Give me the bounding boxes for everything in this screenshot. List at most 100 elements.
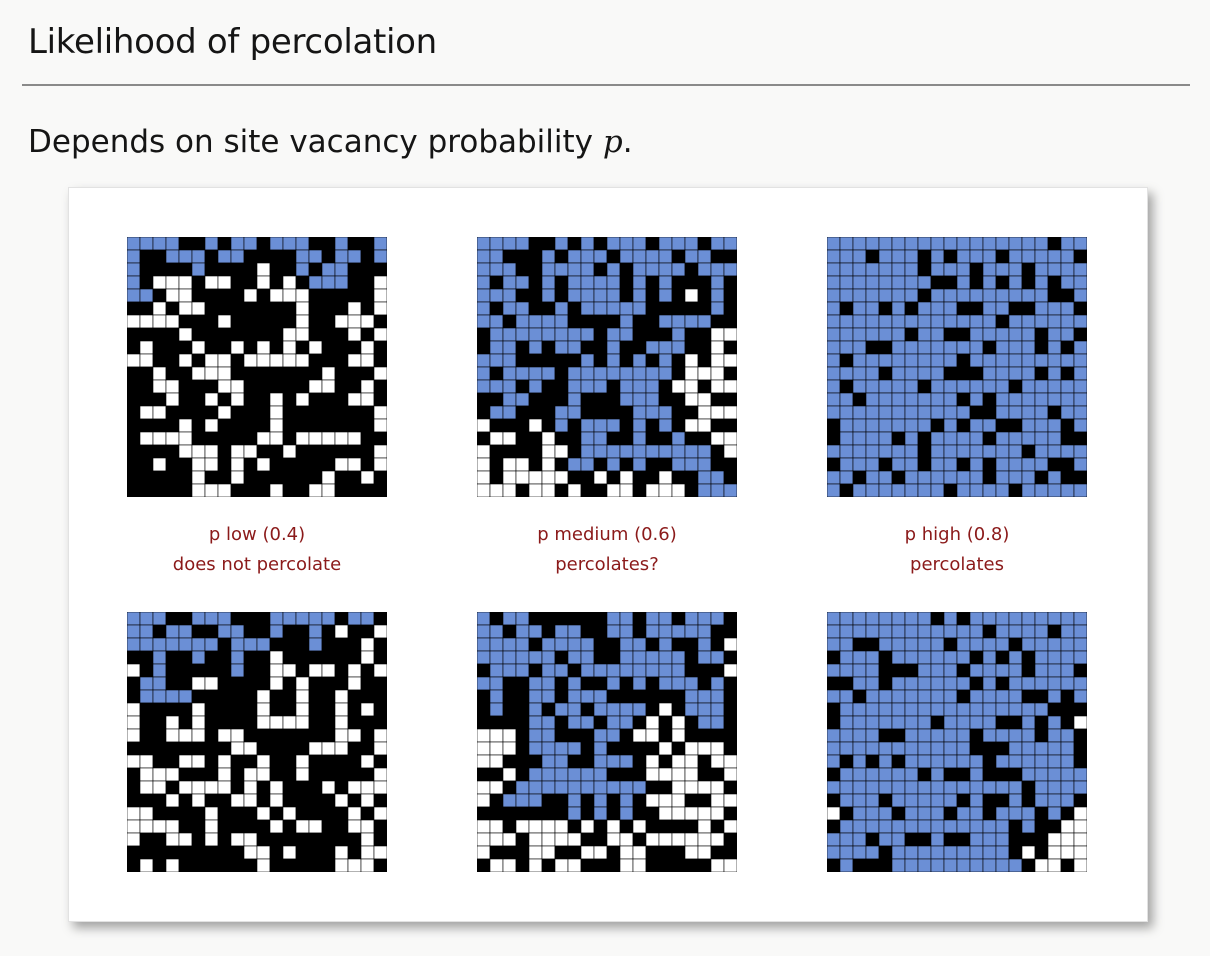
- site-cell-blocked: [904, 663, 919, 678]
- site-cell-full: [917, 637, 932, 652]
- site-cell-full: [930, 832, 945, 847]
- site-cell-blocked: [178, 806, 193, 821]
- site-cell-full: [839, 444, 854, 459]
- site-cell-full: [839, 340, 854, 355]
- site-cell-open: [334, 314, 349, 329]
- site-cell-blocked: [334, 340, 349, 355]
- site-cell-open: [710, 858, 725, 872]
- site-cell-blocked: [593, 340, 608, 355]
- site-cell-blocked: [152, 741, 167, 756]
- site-cell-full: [969, 663, 984, 678]
- site-cell-open: [217, 754, 232, 769]
- site-cell-full: [619, 624, 634, 639]
- site-cell-blocked: [230, 418, 245, 433]
- site-cell-open: [541, 470, 556, 485]
- site-cell-full: [827, 741, 841, 756]
- site-cell-blocked: [827, 767, 841, 782]
- site-cell-full: [891, 262, 906, 277]
- site-cell-blocked: [632, 340, 647, 355]
- site-cell-full: [839, 715, 854, 730]
- site-cell-full: [1021, 819, 1036, 834]
- site-cell-full: [1047, 767, 1062, 782]
- site-cell-blocked: [580, 314, 595, 329]
- site-cell-full: [619, 793, 634, 808]
- site-cell-full: [930, 353, 945, 368]
- site-cell-full: [567, 650, 582, 665]
- site-cell-blocked: [697, 858, 712, 872]
- site-cell-full: [852, 444, 867, 459]
- site-cell-full: [580, 650, 595, 665]
- site-cell-open: [230, 832, 245, 847]
- site-cell-blocked: [684, 275, 699, 290]
- site-cell-blocked: [684, 405, 699, 420]
- site-cell-full: [917, 806, 932, 821]
- site-cell-blocked: [321, 457, 336, 472]
- site-cell-blocked: [217, 650, 232, 665]
- site-cell-full: [995, 663, 1010, 678]
- site-cell-blocked: [515, 702, 530, 717]
- site-cell-blocked: [956, 612, 971, 626]
- site-cell-blocked: [917, 767, 932, 782]
- site-cell-blocked: [645, 288, 660, 303]
- site-cell-full: [541, 327, 556, 342]
- site-cell-open: [710, 780, 725, 795]
- site-cell-full: [982, 366, 997, 381]
- site-cell-blocked: [256, 392, 271, 407]
- site-cell-full: [619, 702, 634, 717]
- site-cell-full: [827, 288, 841, 303]
- site-cell-full: [645, 624, 660, 639]
- site-cell-blocked: [878, 728, 893, 743]
- site-cell-full: [852, 754, 867, 769]
- subtitle-text: Depends on site vacancy probability: [28, 124, 603, 160]
- site-cell-blocked: [723, 288, 737, 303]
- site-cell-blocked: [230, 858, 245, 872]
- site-cell-open: [295, 819, 310, 834]
- site-cell-blocked: [217, 819, 232, 834]
- site-cell-full: [865, 237, 880, 251]
- site-cell-open: [684, 767, 699, 782]
- site-cell-full: [541, 288, 556, 303]
- site-cell-blocked: [230, 405, 245, 420]
- site-cell-full: [593, 366, 608, 381]
- site-cell-blocked: [191, 819, 206, 834]
- site-cell-blocked: [321, 793, 336, 808]
- site-cell-full: [127, 249, 141, 264]
- site-cell-open: [710, 327, 725, 342]
- site-cell-blocked: [243, 702, 258, 717]
- site-cell-full: [567, 793, 582, 808]
- site-cell-blocked: [308, 793, 323, 808]
- site-cell-full: [541, 262, 556, 277]
- site-cell-full: [917, 728, 932, 743]
- site-cell-blocked: [373, 793, 387, 808]
- site-cell-blocked: [165, 806, 180, 821]
- site-cell-full: [671, 327, 686, 342]
- site-cell-full: [995, 858, 1010, 872]
- site-cell-full: [1008, 327, 1023, 342]
- site-cell-open: [334, 741, 349, 756]
- site-cell-blocked: [373, 314, 387, 329]
- site-cell-blocked: [321, 819, 336, 834]
- site-cell-blocked: [917, 832, 932, 847]
- site-cell-open: [1073, 832, 1087, 847]
- site-cell-full: [1034, 457, 1049, 472]
- site-cell-blocked: [308, 767, 323, 782]
- site-cell-full: [606, 262, 621, 277]
- site-cell-full: [1034, 418, 1049, 433]
- site-cell-blocked: [956, 457, 971, 472]
- site-cell-blocked: [295, 624, 310, 639]
- site-cell-open: [308, 819, 323, 834]
- site-cell-full: [827, 470, 841, 485]
- site-cell-open: [697, 806, 712, 821]
- site-cell-blocked: [528, 612, 543, 626]
- site-cell-full: [1047, 637, 1062, 652]
- site-cell-open: [269, 288, 284, 303]
- site-cell-full: [645, 262, 660, 277]
- site-cell-blocked: [515, 754, 530, 769]
- site-cell-blocked: [502, 702, 517, 717]
- site-cell-blocked: [1008, 845, 1023, 860]
- site-cell-full: [606, 663, 621, 678]
- site-cell-blocked: [606, 637, 621, 652]
- site-cell-open: [295, 715, 310, 730]
- site-cell-full: [528, 689, 543, 704]
- site-cell-full: [515, 612, 530, 626]
